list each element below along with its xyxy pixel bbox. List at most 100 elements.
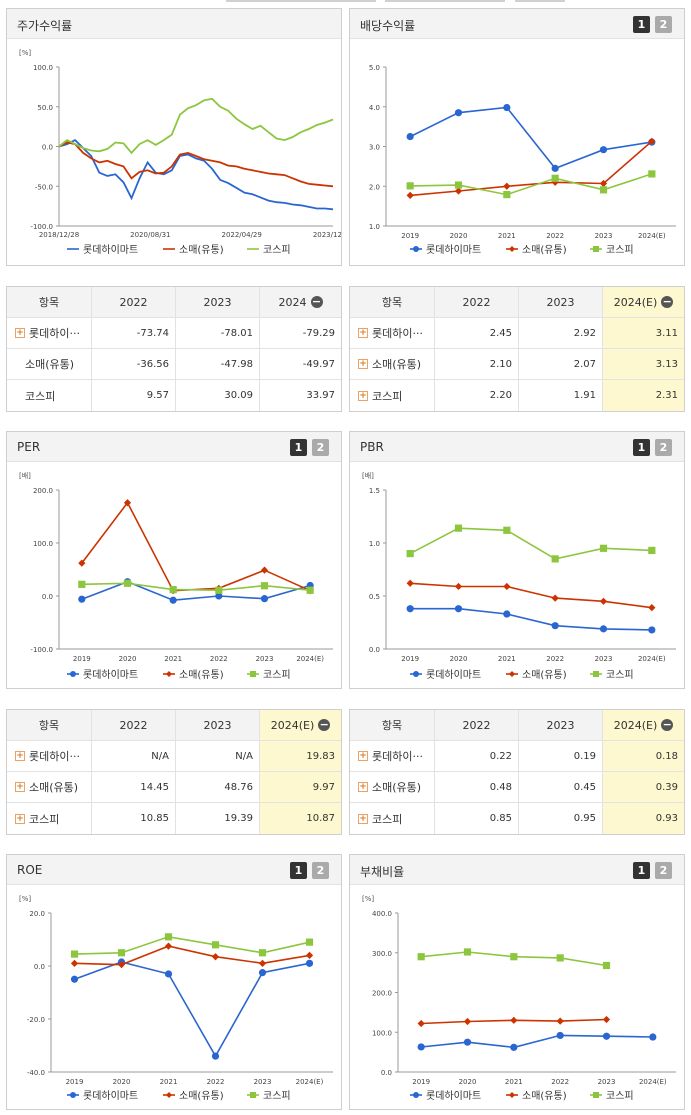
table-row: + 롯데하이··· 2.45 2.92 3.11 [350,318,684,349]
data-point [463,1038,472,1046]
x-tick-label: 2024(E) [639,1078,667,1086]
table-cell: -47.98 [175,349,259,379]
column-header: 항목 [350,287,434,317]
y-tick-label: 20.0 [29,910,45,918]
data-point [503,582,511,591]
unit-label: [배] [362,471,374,480]
table-cell: -78.01 [175,318,259,348]
data-point [551,594,559,602]
series-line-kospi [74,935,310,955]
tab-2-button[interactable]: 2 [655,439,672,456]
x-tick-label: 2024(E) [638,232,666,240]
row-label-cell[interactable]: + 소매(유통) [350,772,434,802]
data-point [164,970,173,978]
expand-plus-icon[interactable]: + [358,390,368,401]
data-point [70,959,79,967]
panel-title: PER [17,440,41,454]
tab-1-button[interactable]: 1 [633,16,650,33]
legend-label-lotte: 롯데하이마트 [426,243,481,256]
expand-plus-icon[interactable]: + [358,813,368,824]
row-label: 코스피 [372,389,403,403]
data-point [417,1019,425,1028]
tab-1-button[interactable]: 1 [290,862,307,879]
panel-header: 배당수익률 1 2 [350,9,684,39]
tab-1-button[interactable]: 1 [633,439,650,456]
tab-2-button[interactable]: 2 [655,862,672,879]
y-tick-label: 200.0 [33,487,53,495]
data-point [215,586,223,594]
expand-plus-icon[interactable]: + [358,359,368,369]
data-point [602,961,611,970]
expand-plus-icon[interactable]: + [358,328,368,338]
row-label-cell[interactable]: + 소매(유통) [350,349,434,379]
tab-2-button[interactable]: 2 [655,16,672,33]
column-header: 2023 [518,287,602,317]
x-tick-label: 2022 [207,1078,225,1086]
data-point [215,592,223,600]
stock-return-table: 항목 2022 2023 2024− + 롯데하이··· -73.74 -78.01 -79.2… [6,286,342,412]
row-label-cell[interactable]: + 코스피 [350,380,434,411]
legend-label-kospi: 코스피 [606,669,634,681]
x-tick-label: 2020 [459,1078,477,1086]
table-cell: 0.48 [434,772,518,802]
panel-title: ROE [17,863,43,877]
data-point [305,938,314,946]
data-point [556,954,564,962]
data-point [169,586,177,594]
row-label-cell[interactable]: + 롯데하이··· [7,741,91,771]
table-row: + 소매(유통) 2.10 2.07 3.13 [350,349,684,380]
legend-label-retail: 소매(유통) [522,669,567,681]
x-tick-label: 2020 [450,232,468,240]
legend-marker [413,246,419,252]
collapse-icon[interactable]: − [310,295,323,308]
table-cell: 3.11 [602,318,684,348]
y-tick-label: 100.0 [33,64,53,72]
expand-plus-icon[interactable]: + [15,751,25,761]
legend-marker [593,1092,599,1098]
series-line-lotte [410,607,652,631]
expand-plus-icon[interactable]: + [358,751,368,761]
column-header: 2023 [175,710,259,740]
row-label-cell[interactable]: + 롯데하이··· [350,318,434,348]
y-tick-label: -100.0 [30,223,53,231]
expand-plus-icon[interactable]: + [15,328,25,338]
column-header-label: 2022 [462,295,491,309]
table-header-row: 항목 2022 2023 2024(E) − [350,710,684,741]
y-tick-label: 1.0 [369,223,380,231]
legend-label-kospi: 코스피 [263,1090,291,1102]
data-point [599,179,608,188]
row-label-cell[interactable]: + 소매(유통) [7,772,91,802]
table-cell: 2.92 [518,318,602,348]
expand-plus-icon[interactable]: + [15,782,25,792]
tab-2-button[interactable]: 2 [312,439,329,456]
expand-plus-icon[interactable]: + [15,813,25,824]
x-tick-label: 2021 [498,655,516,663]
column-header-label: 2024 [278,295,307,309]
tab-2-button[interactable]: 2 [312,862,329,879]
row-label-cell[interactable]: + 롯데하이··· [7,318,91,348]
tab-1-button[interactable]: 1 [290,439,307,456]
table-cell: 9.97 [259,772,341,802]
x-tick-label: 2023 [598,1078,616,1086]
roe-panel: ROE 1 2 [%] 20.0 0.0 -20.0 -40.0 2019 2020 2021… [6,854,342,1110]
expand-plus-icon[interactable]: + [358,782,368,792]
row-label: 소매(유통) [29,781,79,794]
y-tick-label: -20.0 [27,1016,45,1024]
data-point [454,109,463,117]
row-label-cell[interactable]: + 롯데하이··· [350,741,434,771]
legend-marker [413,1092,419,1098]
row-label: 코스피 [372,812,403,826]
table-row: + 코스피 0.85 0.95 0.93 [350,803,684,834]
table-row: 코스피 9.57 30.09 33.97 [7,380,341,411]
collapse-icon[interactable]: − [661,718,674,731]
column-header-label: 2022 [462,718,491,732]
legend-label-lotte: 롯데하이마트 [83,1089,138,1102]
collapse-icon[interactable]: − [318,718,331,731]
y-tick-label: 3.0 [369,144,380,152]
row-label-cell[interactable]: + 코스피 [7,803,91,834]
collapse-icon[interactable]: − [661,295,674,308]
debt-ratio-chart: [%] 400.0 300.0 200.0 100.0 0.0 2019 2020 2021 20… [362,895,676,1102]
table-cell: 0.19 [518,741,602,771]
tab-1-button[interactable]: 1 [633,862,650,879]
row-label-cell[interactable]: + 코스피 [350,803,434,834]
